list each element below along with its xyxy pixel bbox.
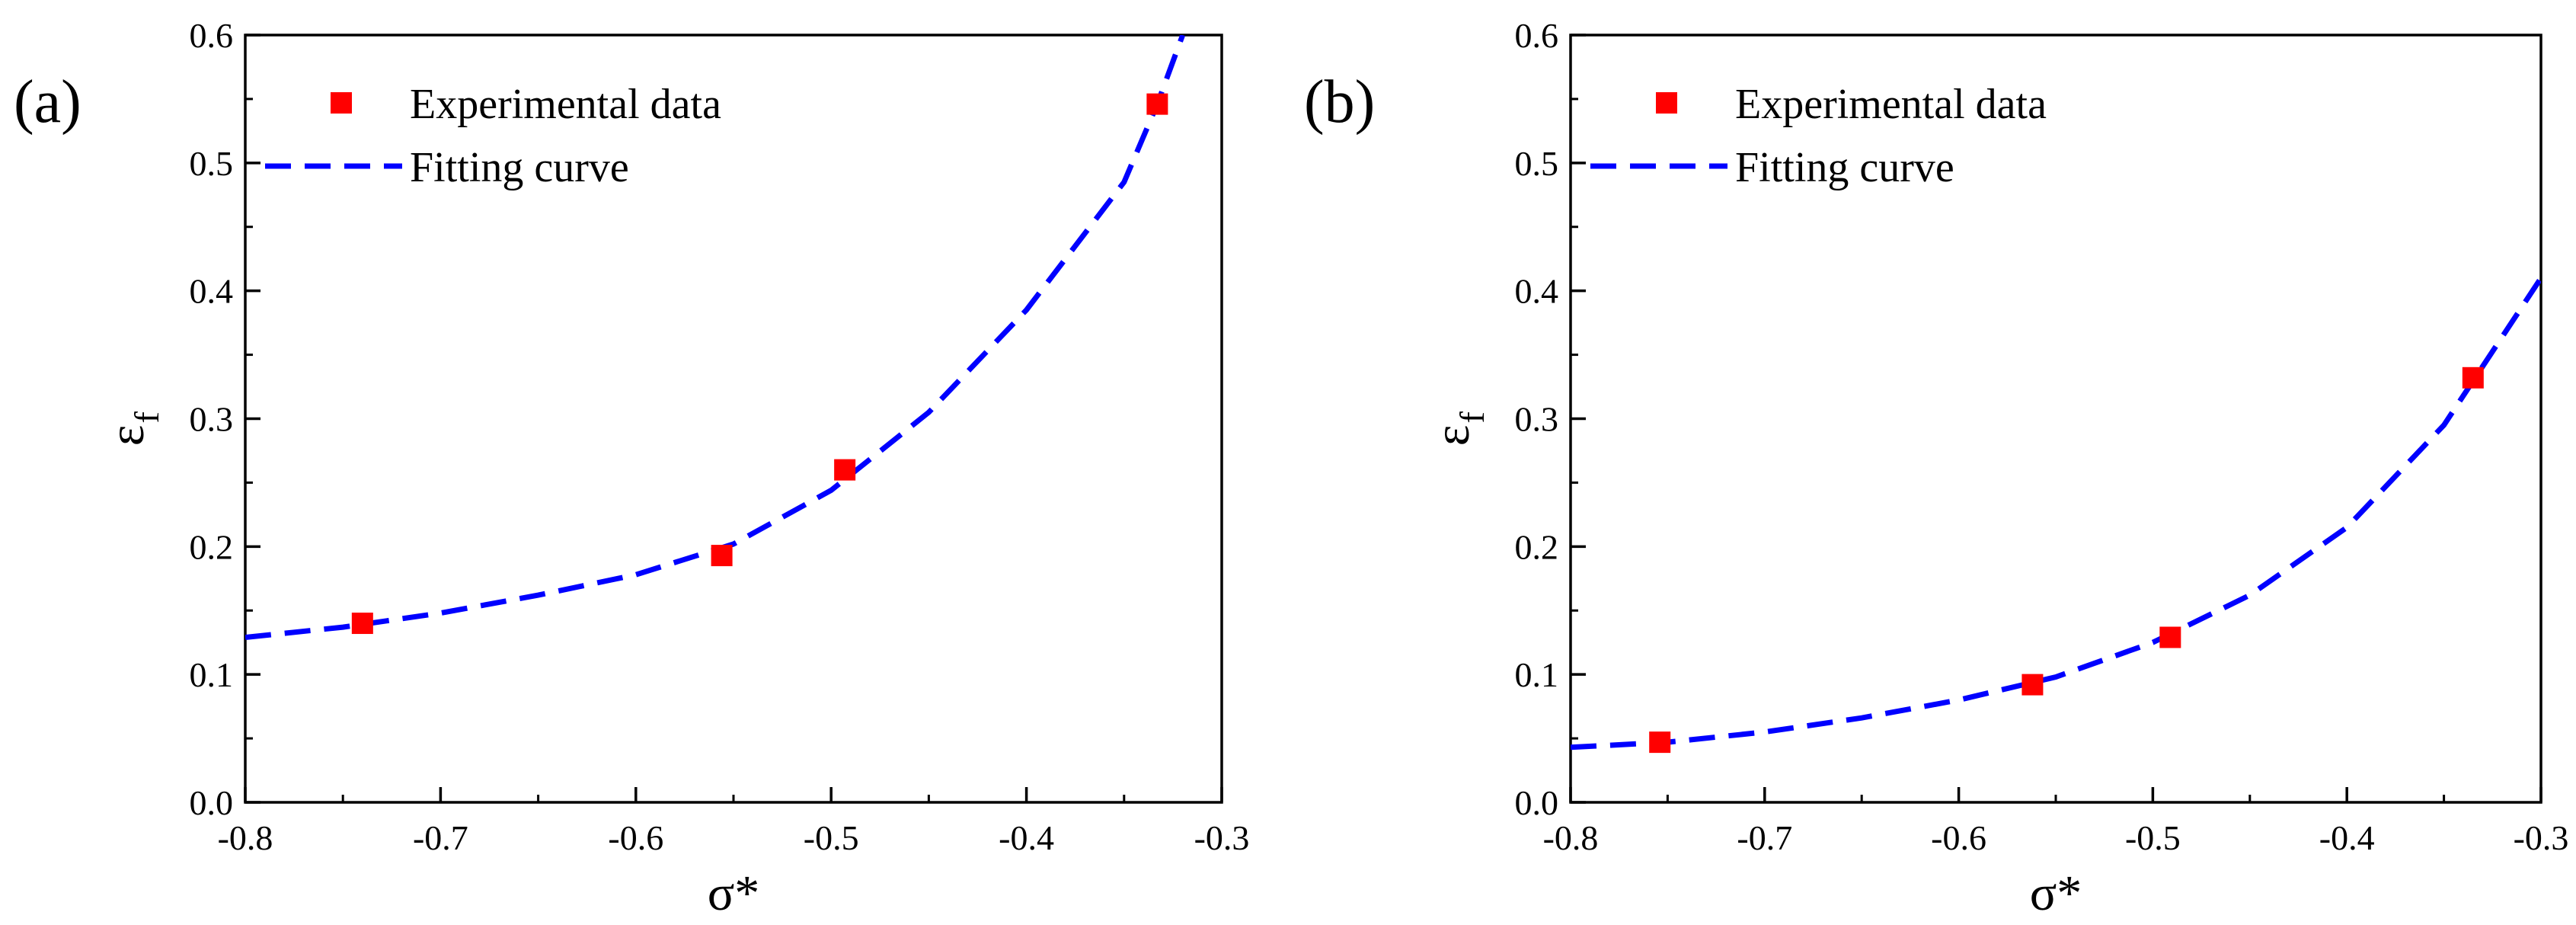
panel-a: -0.8 -0.7 -0.6 -0.5 -0.4 -0.3 0.0 0.1 0.2 0.3 0.4 0… [14,16,1249,921]
x-tick-label: -0.5 [804,818,859,857]
panel-b: -0.8 -0.7 -0.6 -0.5 -0.4 -0.3 0.0 0.1 0.2 0.3 0.4 0… [1304,16,2568,921]
x-tick-label: -0.3 [1194,818,1250,857]
x-tick-label: -0.5 [2125,818,2181,857]
x-tick-label: -0.8 [218,818,273,857]
data-point-marker [834,459,856,481]
data-point-marker [351,613,373,635]
y-axis-label-symbol: ε [99,425,155,446]
data-point-marker [1146,93,1168,115]
y-tick-label: 0.6 [190,16,234,55]
data-point-marker [1649,731,1671,754]
y-tick-label: 0.6 [1515,16,1559,55]
x-tick-label: -0.8 [1543,818,1599,857]
y-axis-label-subscript: f [1453,411,1491,424]
x-axis-label: σ* [2030,866,2082,921]
x-tick-label: -0.7 [1737,818,1792,857]
legend-label: Fitting curve [410,144,629,191]
data-point-marker [2462,366,2484,389]
fitting-curve-line [1571,276,2541,751]
data-point-marker [2159,626,2181,648]
legend: Experimental data Fitting curve [265,81,721,191]
y-tick-label: 0.3 [1515,400,1559,439]
y-tick-label: 0.3 [190,400,234,439]
legend-marker-square [331,92,352,114]
y-tick-label: 0.2 [1515,527,1559,566]
x-tick-label: -0.4 [2319,818,2375,857]
y-tick-label: 0.4 [190,272,234,311]
x-tick-label: -0.7 [413,818,468,857]
fitting-curve-line [245,35,1185,640]
y-tick-label: 0.2 [190,527,234,566]
legend-label: Experimental data [1735,81,2047,128]
x-tick-label: -0.6 [1931,818,1986,857]
data-point-marker [2021,674,2044,696]
legend: Experimental data Fitting curve [1590,81,2047,191]
y-tick-label: 0.4 [1515,272,1559,311]
panel-label: (b) [1304,69,1375,136]
y-tick-label: 0.5 [1515,144,1559,183]
y-tick-label: 0.0 [1515,783,1559,822]
x-tick-label: -0.3 [2514,818,2569,857]
y-tick-label: 0.1 [190,655,234,694]
legend-marker-square [1656,92,1677,114]
data-point-marker [711,545,733,567]
y-axis-label: εf [1424,411,1491,446]
x-tick-label: -0.4 [999,818,1054,857]
y-tick-label: 0.1 [1515,655,1559,694]
panel-label: (a) [14,69,81,136]
y-tick-label: 0.0 [190,783,234,822]
y-axis-label-subscript: f [127,411,166,424]
y-axis-label: εf [99,411,166,446]
y-axis-label-symbol: ε [1424,425,1480,446]
y-tick-label: 0.5 [190,144,234,183]
legend-label: Fitting curve [1735,144,1954,191]
x-axis-label: σ* [708,866,760,921]
legend-label: Experimental data [410,81,721,128]
x-tick-label: -0.6 [608,818,663,857]
